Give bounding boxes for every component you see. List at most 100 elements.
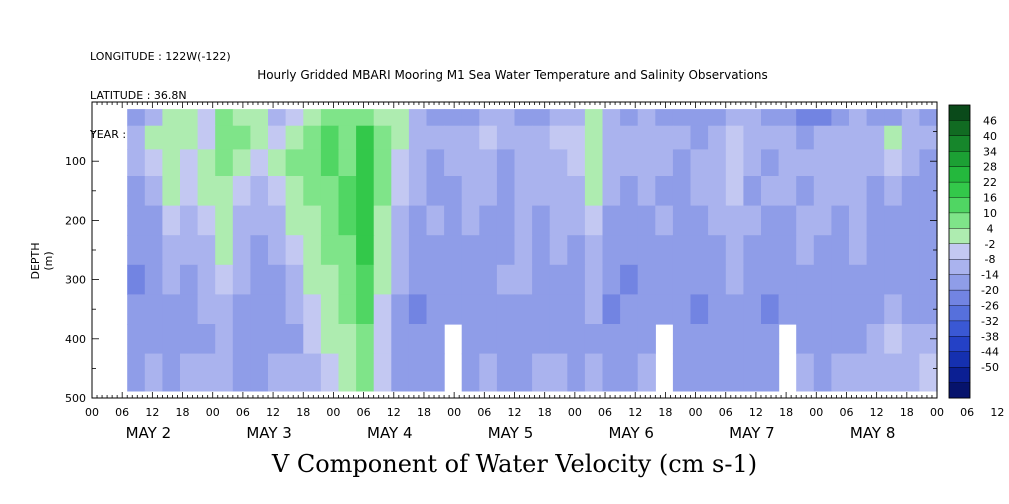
colorbar-label: 10 bbox=[983, 207, 997, 220]
heatmap-cell bbox=[567, 109, 586, 127]
heatmap-cell bbox=[444, 264, 463, 295]
heatmap-cell bbox=[268, 176, 287, 207]
heatmap-cell bbox=[268, 294, 287, 325]
heatmap-cell bbox=[690, 125, 709, 150]
colorbar-label: 28 bbox=[983, 161, 997, 174]
colorbar-swatch bbox=[948, 135, 971, 152]
heatmap-cell bbox=[514, 324, 533, 355]
axes: 00 06 12 18 00 06 12 18 00 06 12 18 00 06 12 18 00 06 12 18… bbox=[65, 101, 1004, 442]
heatmap-cell bbox=[637, 353, 656, 392]
heatmap-cell bbox=[831, 353, 850, 392]
heatmap-cell bbox=[268, 235, 287, 266]
heatmap-cell bbox=[761, 324, 780, 355]
heatmap-cell bbox=[479, 324, 498, 355]
heatmap-cell bbox=[373, 149, 392, 177]
heatmap-cell bbox=[320, 125, 340, 150]
heatmap-cell bbox=[250, 324, 269, 355]
heatmap-cell bbox=[690, 353, 709, 392]
heatmap-cell bbox=[743, 324, 762, 355]
heatmap-cell bbox=[532, 149, 551, 177]
heatmap-cell bbox=[162, 109, 181, 127]
heatmap-cell bbox=[197, 324, 216, 355]
heatmap-cell bbox=[919, 125, 938, 150]
heatmap-cell bbox=[919, 235, 938, 266]
heatmap-cell bbox=[796, 324, 815, 355]
heatmap-cell bbox=[426, 235, 445, 266]
heatmap-cell bbox=[391, 264, 410, 295]
heatmap-cell bbox=[849, 176, 868, 207]
y-tick-label: 500 bbox=[65, 392, 86, 405]
heatmap-cell bbox=[426, 294, 445, 325]
heatmap-cell bbox=[620, 294, 639, 325]
heatmap-cell bbox=[444, 149, 463, 177]
heatmap-cell bbox=[338, 235, 357, 266]
colorbar-label: -26 bbox=[981, 299, 999, 312]
heatmap-cell bbox=[866, 353, 885, 392]
heatmap-cell bbox=[620, 324, 639, 355]
heatmap-cell bbox=[232, 109, 251, 127]
y-tick-label: 200 bbox=[65, 214, 86, 227]
colorbar-swatch bbox=[948, 259, 971, 276]
heatmap-cell bbox=[919, 149, 938, 177]
x-hour-label: 12 bbox=[387, 406, 401, 419]
x-hour-label: 00 bbox=[809, 406, 823, 419]
heatmap-cell bbox=[338, 353, 357, 392]
heatmap-cell bbox=[479, 109, 498, 127]
heatmap-cell bbox=[602, 205, 621, 236]
heatmap-cell bbox=[813, 176, 832, 207]
heatmap-cell bbox=[408, 205, 428, 236]
x-hour-label: 06 bbox=[960, 406, 974, 419]
x-hour-label: 12 bbox=[628, 406, 642, 419]
heatmap-cell bbox=[215, 125, 234, 150]
heatmap-cell bbox=[197, 235, 216, 266]
x-hour-label: 12 bbox=[145, 406, 159, 419]
heatmap-cell bbox=[127, 264, 146, 295]
heatmap-cell bbox=[232, 353, 251, 392]
colorbar-swatch bbox=[948, 212, 971, 229]
heatmap-cell bbox=[127, 324, 146, 355]
heatmap-cell bbox=[127, 176, 146, 207]
x-day-label: MAY 4 bbox=[367, 424, 413, 442]
heatmap-cell bbox=[127, 109, 146, 127]
chart-title: Hourly Gridded MBARI Mooring M1 Sea Wate… bbox=[0, 68, 1009, 82]
heatmap-cell bbox=[637, 109, 656, 127]
heatmap-cell bbox=[796, 176, 815, 207]
heatmap-cell bbox=[180, 176, 199, 207]
heatmap-cell bbox=[708, 264, 727, 295]
heatmap-cell bbox=[391, 324, 410, 355]
heatmap-cell bbox=[461, 264, 480, 295]
heatmap-cell bbox=[690, 176, 709, 207]
colorbar-swatch bbox=[948, 228, 971, 245]
heatmap-cell bbox=[884, 324, 903, 355]
heatmap-cell bbox=[461, 125, 480, 150]
heatmap-cell bbox=[479, 176, 498, 207]
heatmap-cell bbox=[884, 176, 903, 207]
heatmap-cell bbox=[743, 176, 762, 207]
heatmap-cell bbox=[743, 353, 762, 392]
heatmap-cell bbox=[567, 353, 586, 392]
colorbar-swatch bbox=[948, 104, 971, 121]
heatmap-cell bbox=[180, 235, 199, 266]
heatmap-cell bbox=[408, 109, 428, 127]
heatmap-cell bbox=[479, 149, 498, 177]
heatmap-cell bbox=[180, 324, 199, 355]
heatmap-cell bbox=[637, 324, 656, 355]
heatmap-cell bbox=[391, 109, 410, 127]
x-day-label: MAY 7 bbox=[729, 424, 775, 442]
heatmap-cell bbox=[496, 176, 516, 207]
heatmap-cell bbox=[708, 205, 727, 236]
heatmap-cell bbox=[901, 324, 920, 355]
heatmap-cell bbox=[426, 109, 445, 127]
heatmap-cell bbox=[373, 205, 392, 236]
heatmap-cell bbox=[532, 205, 551, 236]
heatmap-cell bbox=[690, 205, 709, 236]
heatmap-cell bbox=[250, 353, 269, 392]
heatmap-cell bbox=[215, 264, 234, 295]
heatmap-cell bbox=[373, 176, 392, 207]
heatmap-cell bbox=[514, 149, 533, 177]
heatmap-cell bbox=[303, 205, 322, 236]
heatmap-cell bbox=[725, 109, 744, 127]
x-hour-label: 18 bbox=[658, 406, 672, 419]
heatmap-cell bbox=[144, 294, 163, 325]
heatmap-cell bbox=[567, 294, 586, 325]
